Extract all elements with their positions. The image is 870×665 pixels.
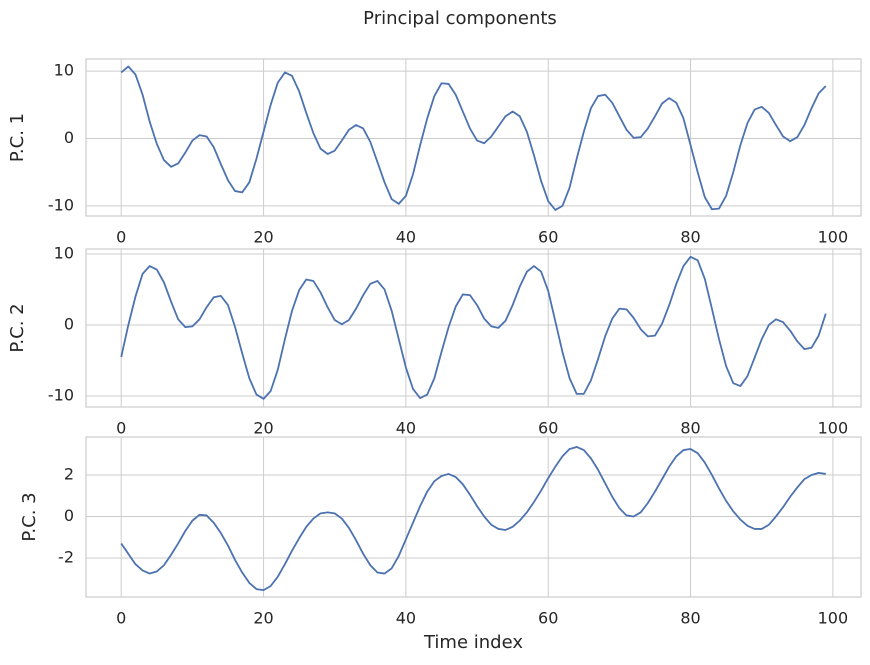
y-tick-label: 0 [64, 314, 74, 333]
x-tick-label: 100 [818, 228, 849, 247]
x-tick-label: 20 [253, 228, 273, 247]
y-tick-label: -10 [48, 385, 74, 404]
x-tick-label: 80 [680, 228, 700, 247]
plot-frame [85, 436, 862, 598]
y-axis-label: P.C. 1 [7, 113, 28, 162]
series-line [120, 446, 826, 592]
plot-frame [85, 58, 862, 217]
x-tick-label: 40 [396, 419, 416, 438]
x-tick-label: 60 [538, 419, 558, 438]
x-axis-label: Time index [423, 632, 523, 653]
figure-title: Principal components [363, 8, 557, 29]
x-tick-label: 0 [116, 228, 126, 247]
y-tick-label: 10 [54, 243, 74, 262]
series-line [120, 65, 827, 211]
y-tick-label: 2 [64, 464, 74, 483]
y-tick-label: 10 [54, 61, 74, 80]
y-axis-label: P.C. 2 [7, 303, 28, 352]
y-tick-label: -10 [48, 195, 74, 214]
x-tick-label: 20 [253, 419, 273, 438]
y-axis-label: P.C. 3 [19, 492, 40, 541]
x-tick-label: 0 [116, 419, 126, 438]
x-tick-label: 100 [818, 419, 849, 438]
x-tick-label: 100 [818, 609, 849, 628]
x-tick-label: 0 [116, 609, 126, 628]
x-tick-label: 60 [538, 609, 558, 628]
y-tick-label: 0 [64, 506, 74, 525]
y-tick-label: -2 [58, 547, 74, 566]
y-tick-label: 0 [64, 128, 74, 147]
x-tick-label: 40 [396, 228, 416, 247]
x-tick-label: 60 [538, 228, 558, 247]
x-tick-label: 80 [680, 419, 700, 438]
x-tick-label: 80 [680, 609, 700, 628]
plot-frame [85, 248, 862, 408]
x-tick-label: 20 [253, 609, 273, 628]
series-line [120, 255, 827, 400]
x-tick-label: 40 [396, 609, 416, 628]
